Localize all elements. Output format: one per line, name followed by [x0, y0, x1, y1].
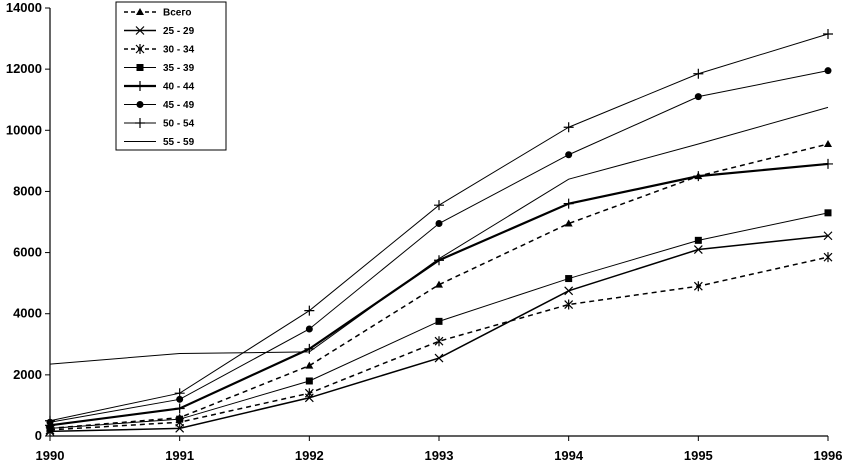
x-tick-label: 1996	[814, 448, 843, 463]
legend-label: 55 - 59	[163, 137, 195, 148]
x-tick-label: 1992	[295, 448, 324, 463]
y-tick-label: 0	[35, 428, 42, 443]
y-axis: 0 2000 4000 6000 8000 10000 12000 14000	[6, 0, 51, 443]
y-tick-label: 6000	[13, 245, 42, 260]
legend-label: 30 - 34	[163, 45, 195, 56]
series-line	[49, 106, 829, 365]
data-point	[693, 68, 704, 79]
legend-entry: 55 - 59	[124, 137, 195, 148]
data-point	[824, 67, 832, 75]
legend-marker	[136, 101, 144, 108]
y-tick-label: 14000	[6, 0, 42, 15]
data-point	[563, 198, 574, 209]
data-point	[304, 388, 314, 399]
legend-entry: 30 - 34	[124, 44, 195, 56]
data-point	[565, 275, 573, 283]
data-point	[693, 281, 703, 292]
legend-marker	[135, 26, 145, 35]
legend-marker	[135, 44, 145, 54]
legend-entry: 25 - 29	[124, 26, 195, 37]
data-point	[823, 231, 833, 241]
data-point	[563, 122, 574, 133]
legend-label: 40 - 44	[163, 82, 195, 93]
x-tick-label: 1991	[165, 448, 194, 463]
legend-label: Всего	[163, 8, 192, 19]
legend-entry: 35 - 39	[124, 63, 195, 74]
data-point	[694, 93, 702, 101]
data-point	[305, 361, 314, 369]
y-tick-label: 12000	[6, 61, 42, 76]
series-5	[45, 158, 833, 431]
legend-box	[115, 1, 227, 151]
data-point	[693, 245, 703, 254]
data-point	[435, 280, 443, 288]
x-tick-label: 1990	[36, 448, 65, 463]
data-point	[823, 158, 833, 169]
data-point	[824, 209, 832, 217]
legend-entry: Всего	[124, 8, 192, 19]
data-point	[435, 220, 443, 228]
legend-entry: 50 - 54	[124, 118, 195, 130]
data-point	[434, 336, 444, 347]
data-point	[434, 353, 444, 363]
legend-entry: 40 - 44	[124, 81, 195, 93]
y-tick-label: 10000	[6, 122, 42, 137]
legend-marker	[135, 118, 145, 128]
y-tick-label: 2000	[13, 367, 42, 382]
legend-label: 45 - 49	[163, 100, 195, 111]
data-point	[823, 28, 833, 39]
data-point	[435, 317, 443, 325]
data-point	[694, 236, 702, 244]
data-point	[174, 403, 185, 414]
data-point	[304, 305, 315, 316]
legend: Всего 25 - 29 30 - 34 35 - 39 40 - 44 45 - 49…	[115, 1, 227, 151]
legend-marker	[136, 64, 144, 71]
series-6	[46, 67, 832, 426]
data-point	[434, 200, 444, 211]
x-tick-label: 1994	[554, 448, 584, 463]
series-4	[46, 209, 832, 432]
legend-label: 50 - 54	[163, 119, 195, 130]
data-point	[823, 252, 833, 263]
series-8	[49, 106, 829, 365]
x-tick-label: 1993	[425, 448, 454, 463]
legend-label: 25 - 29	[163, 26, 195, 37]
data-point	[176, 395, 184, 403]
series-3	[45, 252, 833, 435]
data-point	[45, 415, 55, 426]
data-point	[305, 325, 313, 333]
data-point	[305, 377, 313, 385]
series-layer	[45, 28, 833, 436]
data-point	[176, 415, 184, 423]
y-tick-label: 4000	[13, 306, 42, 321]
y-tick-label: 8000	[13, 183, 42, 198]
data-point	[434, 255, 444, 266]
x-axis: 1990 1991 1992 1993 1994 1995 1996	[36, 435, 843, 463]
series-1	[46, 140, 832, 432]
x-tick-label: 1995	[684, 448, 713, 463]
data-point	[564, 219, 573, 227]
data-point	[565, 151, 573, 159]
data-point	[824, 140, 832, 148]
data-point	[174, 388, 185, 399]
legend-label: 35 - 39	[163, 63, 195, 74]
data-point	[693, 171, 704, 182]
legend-marker	[136, 8, 144, 15]
legend-marker	[135, 81, 145, 91]
legend-entry: 45 - 49	[124, 100, 195, 111]
series-7	[45, 28, 833, 426]
data-point	[564, 299, 574, 310]
data-point	[564, 286, 574, 296]
